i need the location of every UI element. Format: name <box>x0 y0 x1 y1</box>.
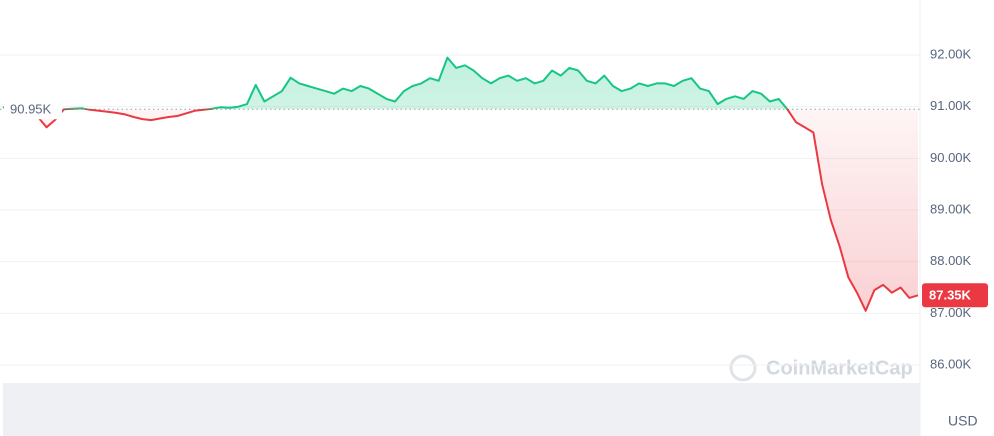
last-price-bg <box>922 283 988 308</box>
baseline-label: 90.95K <box>10 102 52 117</box>
y-tick-label: 87.00K <box>930 305 972 320</box>
watermark-text: CoinMarketCap <box>766 357 913 379</box>
volume-strip <box>3 383 920 436</box>
y-tick-label: 86.00K <box>930 356 972 371</box>
y-tick-label: 88.00K <box>930 253 972 268</box>
price-line <box>2 56 919 312</box>
watermark: CoinMarketCap <box>729 354 913 382</box>
y-tick-label: 91.00K <box>930 98 972 113</box>
y-tick-label: 90.00K <box>930 150 972 165</box>
y-tick-label: 89.00K <box>930 201 972 216</box>
currency-label: USD <box>948 413 978 429</box>
last-price-label: 87.35K <box>929 288 972 303</box>
baseline-label-bg <box>4 99 62 120</box>
area <box>3 57 918 311</box>
y-tick-label: 92.00K <box>930 46 972 61</box>
